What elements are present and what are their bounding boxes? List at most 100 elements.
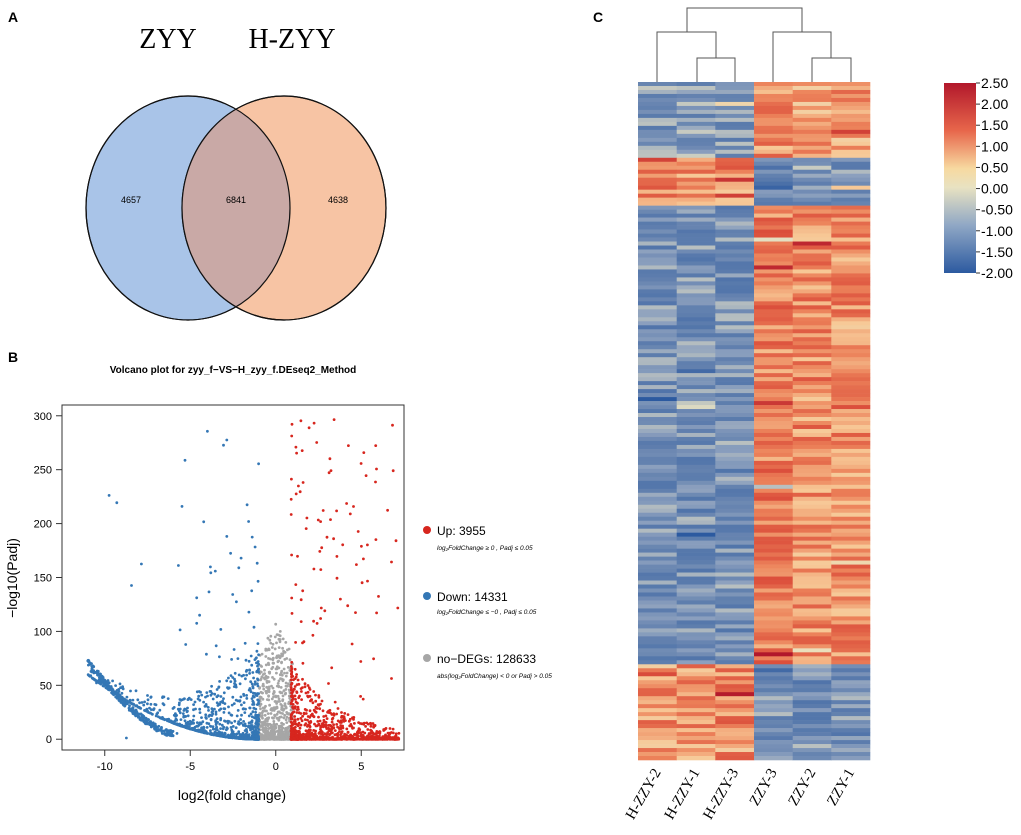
heatmap-cell [792,309,832,314]
heatmap-cell [754,257,793,262]
heatmap-cell [715,676,755,681]
heatmap-cell [792,353,832,358]
heatmap-cell [638,600,677,605]
volcano-point-up [297,484,300,488]
heatmap-cell [792,592,832,597]
volcano-point-down [192,708,195,712]
heatmap-cell [715,488,755,494]
volcano-point-up [375,611,378,615]
heatmap-cell [792,217,832,222]
volcano-point-nodeg [275,722,279,726]
volcano-point-up [308,688,312,691]
volcano-point-up [368,736,371,739]
volcano-point-up [374,480,377,484]
heatmap-cell [754,181,793,186]
volcano-point-down [130,584,133,587]
heatmap-cell [715,389,755,394]
heatmap-cell [676,436,716,442]
volcano-point-up [308,694,312,698]
heatmap-cell [831,660,871,665]
heatmap-cell [831,165,871,171]
volcano-point-down [149,695,153,699]
volcano-point-up [366,728,370,731]
volcano-point-up [320,699,324,703]
heatmap-cell [792,552,832,557]
heatmap-cell [831,444,871,450]
volcano-point-down [174,714,177,718]
volcano-point-down [255,734,258,738]
volcano-point-nodeg [263,668,266,672]
heatmap-cell [754,137,793,143]
volcano-point-down [192,721,196,725]
volcano-point-up [301,481,305,484]
volcano-point-down [208,713,212,717]
volcano-point-down [119,686,122,690]
volcano-point-nodeg [282,689,286,692]
heatmap-cell [792,185,832,190]
heatmap-cell [792,221,832,226]
volcano-point-up [330,737,334,741]
heatmap-cell [676,177,716,183]
heatmap-cell [792,89,832,95]
volcano-point-down [247,733,251,737]
heatmap-cell [676,157,716,163]
heatmap-cell [831,508,871,514]
heatmap-cell [831,93,871,99]
heatmap-cell [676,524,716,529]
heatmap-cell [715,417,755,422]
volcano-point-down [148,706,151,710]
heatmap-cell [638,476,677,482]
volcano-point-down [256,642,260,645]
heatmap-cell [638,708,677,713]
heatmap-cell [831,544,871,549]
heatmap-cell [792,468,832,474]
heatmap-cell [638,560,677,565]
heatmap-cell [638,153,677,159]
heatmap-cell [638,313,677,318]
heatmap-cell [676,560,716,565]
volcano-point-down [229,674,233,677]
heatmap-cell [792,305,832,310]
heatmap-cell [638,592,677,597]
volcano-point-down [114,690,118,693]
volcano-point-down [125,736,128,740]
heatmap-cell [715,428,755,434]
heatmap-cell [676,325,716,330]
heatmap-cell [715,528,755,533]
volcano-point-up [296,701,299,705]
heatmap-cell [715,536,755,541]
volcano-point-down [227,705,230,709]
heatmap-cell [676,724,716,729]
heatmap-cell [676,656,716,661]
volcano-point-down [237,730,241,733]
volcano-point-down [248,736,251,740]
heatmap-cell [792,520,832,525]
venn-count-left: 4657 [121,195,141,205]
heatmap-cell [715,93,755,99]
volcano-point-nodeg [285,721,289,724]
volcano-point-up [296,554,299,558]
venn-outline-left [85,95,291,321]
heatmap-cell [792,688,832,693]
volcano-point-up [292,678,295,682]
heatmap-cell [792,409,832,414]
heatmap-cell [676,460,716,466]
volcano-point-down [157,724,161,728]
heatmap-cell [754,269,793,274]
heatmap-cell [754,113,793,119]
heatmap-cell [754,736,793,741]
heatmap-cell [792,369,832,374]
heatmap-cell [754,229,793,234]
heatmap-cell [715,297,755,302]
heatmap-cell [754,532,793,537]
volcano-point-up [345,727,349,731]
heatmap-cell [754,740,793,745]
heatmap-cell [676,293,716,298]
volcano-point-nodeg [261,684,265,688]
heatmap-cell [754,692,793,697]
heatmap-cell [676,700,716,705]
volcano-point-down [237,566,241,570]
volcano-point-up [300,690,303,693]
volcano-point-down [257,653,260,657]
volcano-point-down [216,720,219,724]
